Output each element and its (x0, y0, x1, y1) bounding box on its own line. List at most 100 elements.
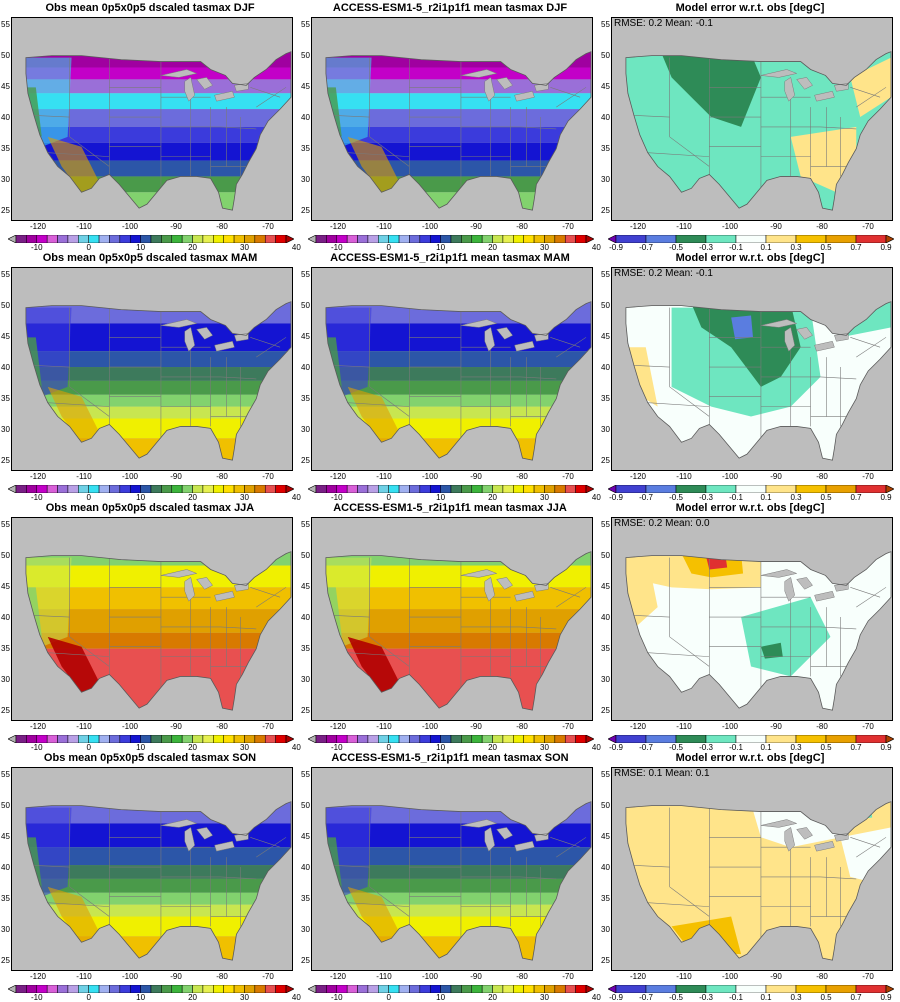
colorbar-tick-label: -0.1 (729, 493, 743, 502)
colorbar-swatch (378, 735, 389, 743)
colorbar-swatch (409, 985, 421, 993)
y-tick-label: 30 (601, 675, 610, 684)
map-frame (11, 267, 293, 471)
y-tick-label: 45 (601, 82, 610, 91)
y-tick-label: 50 (601, 551, 610, 560)
colorbar-swatch (140, 735, 152, 743)
panel-title: Model error w.r.t. obs [degC] (675, 752, 825, 764)
colorbar-swatch (795, 735, 827, 743)
colorbar-swatch (254, 735, 266, 743)
colorbar-tick-label: -10 (30, 743, 43, 752)
colorbar-max-arrow (585, 985, 594, 993)
y-tick-label: 30 (301, 175, 310, 184)
colorbar-swatch (502, 735, 514, 743)
colorbar-max-arrow (285, 985, 294, 993)
map-frame (11, 767, 293, 971)
colorbar-tick-label: 0.9 (880, 493, 892, 502)
y-tick-label: 30 (1, 425, 10, 434)
y-tick-label: 30 (1, 175, 10, 184)
colorbar-swatch (513, 735, 524, 743)
x-tick-label: -90 (170, 472, 182, 481)
colorbar-swatch (36, 235, 48, 243)
x-tick-label: -70 (562, 722, 574, 731)
x-tick-label: -110 (76, 472, 92, 481)
panel-error-jja: Model error w.r.t. obs [degC] RMSE: 0.2 M… (600, 500, 900, 752)
x-tick-label: -120 (329, 972, 347, 981)
panel-title: Model error w.r.t. obs [degC] (675, 2, 825, 14)
colorbar-swatch (98, 735, 110, 743)
colorbar-max-arrow (585, 485, 594, 493)
x-tick-label: -100 (421, 722, 439, 731)
colorbar-swatch (675, 485, 707, 493)
y-tick-label: 55 (601, 20, 610, 29)
colorbar-swatch (26, 485, 38, 493)
colorbar-swatch (409, 735, 421, 743)
y-tick-label: 45 (301, 332, 310, 341)
colorbar-swatch (36, 735, 48, 743)
y-tick-label: 55 (1, 520, 10, 529)
colorbar-tick-label: 0 (386, 243, 391, 252)
colorbar-swatch (119, 485, 131, 493)
colorbar-swatch (471, 735, 483, 743)
y-tick-label: 35 (1, 894, 10, 903)
colorbar-swatch (450, 985, 462, 993)
colorbar-swatch (119, 235, 131, 243)
y-tick-label: 40 (1, 113, 10, 122)
colorbar-swatch (223, 235, 235, 243)
colorbar-tick-label: 40 (591, 243, 601, 252)
colorbar-tick-label: 30 (540, 993, 549, 1002)
x-tick-label: -70 (262, 972, 274, 981)
colorbar-swatch (705, 235, 737, 243)
y-tick-label: 25 (1, 456, 10, 465)
colorbar-swatch (471, 985, 483, 993)
colorbar-swatch (471, 485, 483, 493)
colorbar-swatch (78, 235, 89, 243)
colorbar-swatch (765, 485, 797, 493)
colorbar-tick-label: 0.9 (880, 993, 892, 1002)
y-tick-label: 45 (301, 582, 310, 591)
y-tick-label: 35 (1, 644, 10, 653)
colorbar-min-arrow (308, 735, 317, 743)
colorbar-swatch (26, 735, 38, 743)
y-tick-label: 40 (301, 363, 310, 372)
y-tick-label: 35 (301, 894, 310, 903)
colorbar-swatch (223, 735, 235, 743)
x-tick-label: -110 (676, 472, 692, 481)
colorbar-swatch (645, 735, 677, 743)
colorbar-swatch (109, 985, 121, 993)
x-tick-label: -70 (262, 722, 274, 731)
colorbar-tick-label: -0.9 (609, 993, 623, 1002)
panel-obs-djf: Obs mean 0p5x0p5 dscaled tasmax DJF 55 50 4… (0, 0, 301, 252)
colorbar-swatch (419, 735, 431, 743)
colorbar-swatch (765, 985, 797, 993)
colorbar-swatch (67, 985, 79, 993)
y-tick-label: 25 (601, 456, 610, 465)
y-tick-label: 45 (601, 832, 610, 841)
colorbar-swatch (26, 985, 38, 993)
colorbar-swatch (15, 985, 27, 993)
colorbar-tick-label: 0.5 (820, 993, 832, 1002)
panel-model-mam: ACCESS-ESM1-5_r2i1p1f1 mean tasmax MAM 55… (300, 250, 601, 502)
x-tick-label: -80 (516, 722, 528, 731)
y-tick-label: 50 (301, 551, 310, 560)
y-tick-label: 55 (601, 270, 610, 279)
left-colorbar (308, 985, 594, 993)
map-plot (625, 51, 892, 211)
map-frame (11, 17, 293, 221)
colorbar-swatch (98, 985, 110, 993)
colorbar-swatch (513, 235, 524, 243)
colorbar-swatch (440, 735, 452, 743)
colorbar-swatch (367, 985, 379, 993)
map-plot (325, 551, 592, 711)
colorbar-swatch (645, 235, 677, 243)
colorbar-swatch (326, 985, 338, 993)
colorbar-swatch (336, 485, 348, 493)
colorbar-tick-label: 0.1 (760, 243, 772, 252)
x-tick-label: -110 (76, 972, 92, 981)
colorbar-tick-label: 30 (540, 743, 549, 752)
colorbar-swatch (233, 735, 245, 743)
colorbar-tick-label: 20 (488, 493, 497, 502)
colorbar-swatch (264, 735, 276, 743)
x-tick-label: -80 (216, 722, 228, 731)
colorbar-swatch (523, 235, 535, 243)
